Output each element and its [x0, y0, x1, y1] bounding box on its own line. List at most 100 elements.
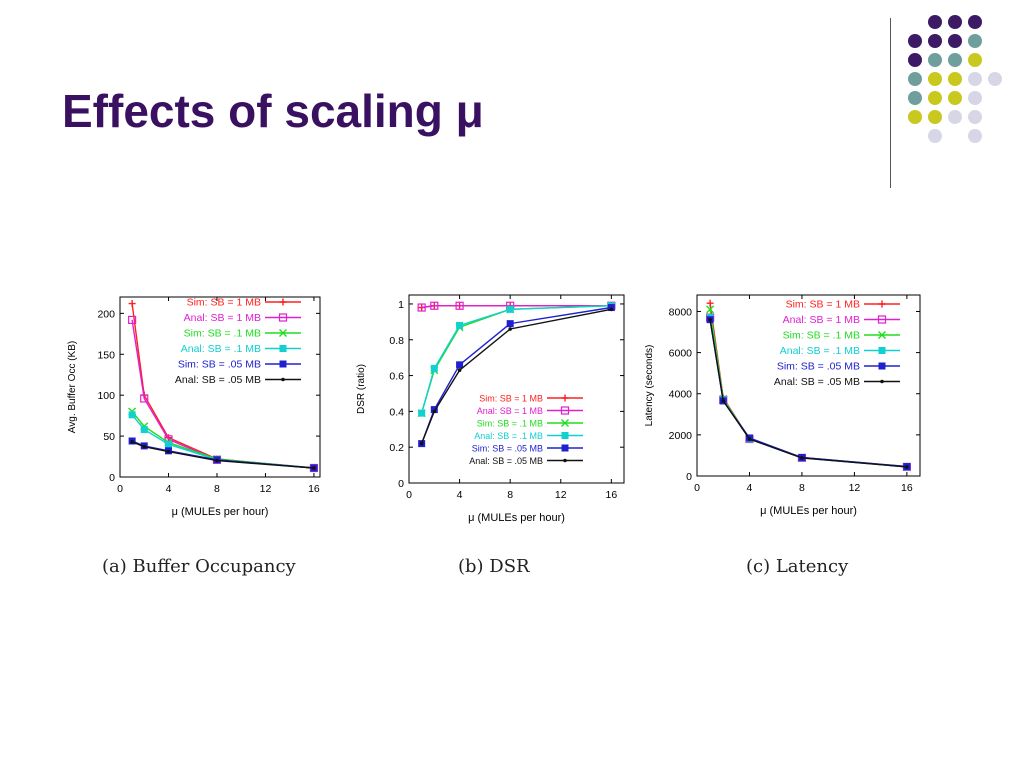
- legend-label: Anal: SB = .05 MB: [469, 456, 543, 466]
- data-point: [142, 444, 147, 449]
- y-axis-label: Avg. Buffer Occ (KB): [67, 341, 78, 433]
- y-tick-label: 100: [97, 390, 115, 402]
- x-tick-label: 12: [849, 482, 861, 494]
- chart-latency: 0 2000 4000 6000 8000 0 4 8 12 16 μ (MULEs per hou…: [645, 294, 921, 517]
- legend-label: Sim: SB = .1 MB: [783, 330, 860, 342]
- data-point: [506, 305, 514, 313]
- x-axis-label: μ (MULEs per hour): [172, 506, 269, 518]
- data-point: [506, 320, 514, 328]
- legend-label: Anal: SB = .05 MB: [774, 376, 860, 388]
- legend-label: Anal: SB = 1 MB: [184, 312, 261, 324]
- data-point: [164, 440, 172, 448]
- decorative-dot: [908, 72, 922, 86]
- series-group: [708, 317, 909, 469]
- x-axis-label: μ (MULEs per hour): [468, 512, 565, 524]
- legend-label: Sim: SB = .1 MB: [477, 419, 543, 429]
- data-point: [561, 432, 569, 439]
- decorative-dot: [928, 34, 942, 48]
- data-point: [215, 458, 219, 463]
- data-point: [430, 301, 439, 310]
- series-line: [421, 305, 612, 309]
- data-point: [800, 456, 804, 460]
- decorative-dot: [928, 53, 942, 67]
- data-point: [278, 313, 288, 322]
- x-tick-label: 16: [606, 489, 618, 501]
- x-tick-label: 0: [117, 483, 123, 495]
- legend-label: Sim: SB = .1 MB: [184, 328, 261, 340]
- data-point: [880, 379, 884, 384]
- x-tick-label: 4: [457, 489, 463, 501]
- x-tick-label: 8: [799, 482, 805, 494]
- data-point: [279, 329, 287, 337]
- y-axis-label: Latency (seconds): [645, 345, 655, 427]
- legend-label: Sim: SB = .05 MB: [777, 361, 860, 373]
- data-point: [560, 406, 570, 415]
- data-point: [279, 298, 287, 306]
- series-line: [131, 440, 314, 469]
- data-point: [166, 449, 171, 454]
- data-point: [561, 394, 569, 402]
- x-tick-label: 16: [901, 482, 913, 494]
- y-tick-label: 50: [103, 431, 115, 443]
- x-tick-label: 0: [406, 489, 412, 501]
- y-tick-label: 0.4: [389, 406, 404, 418]
- legend-label: Sim: SB = 1 MB: [187, 297, 261, 309]
- plot-frame: [696, 294, 921, 477]
- series-line: [131, 441, 314, 469]
- legend-label: Sim: SB = .05 MB: [178, 359, 261, 371]
- legend-label: Anal: SB = 1 MB: [783, 314, 860, 326]
- data-point: [281, 377, 285, 382]
- slide-title: Effects of scaling μ: [62, 85, 484, 137]
- plot-frame: [119, 296, 321, 478]
- data-point: [140, 394, 149, 403]
- data-point: [128, 315, 137, 325]
- legend-label: Anal: SB = .1 MB: [474, 431, 543, 441]
- data-point: [417, 303, 426, 312]
- decorative-dot: [948, 72, 962, 86]
- caption-dsr: (b) DSR: [458, 556, 530, 577]
- data-point: [878, 347, 886, 354]
- legend-label: Sim: SB = .05 MB: [472, 444, 543, 454]
- y-tick-label: 6000: [669, 348, 693, 360]
- decorative-dot: [928, 129, 942, 143]
- data-point: [455, 301, 464, 310]
- caption-buffer-occupancy: (a) Buffer Occupancy: [102, 556, 296, 577]
- data-point: [561, 419, 569, 427]
- y-tick-label: 0.6: [389, 371, 404, 383]
- y-tick-label: 200: [97, 308, 115, 320]
- data-point: [456, 361, 464, 369]
- decorative-dot: [968, 53, 982, 67]
- data-point: [279, 360, 287, 368]
- y-tick-label: 0.8: [389, 335, 404, 347]
- x-tick-label: 4: [166, 483, 172, 495]
- data-point: [877, 315, 887, 324]
- series-line: [709, 319, 907, 468]
- decorative-dot: [968, 72, 982, 86]
- y-tick-label: 0: [109, 472, 115, 484]
- series-group: [419, 307, 614, 446]
- caption-latency: (c) Latency: [746, 556, 849, 577]
- x-tick-label: 8: [214, 483, 220, 495]
- data-point: [878, 362, 886, 370]
- x-tick-label: 0: [694, 482, 700, 494]
- data-point: [128, 411, 136, 419]
- decorative-dot: [968, 110, 982, 124]
- y-tick-label: 0: [398, 478, 404, 490]
- legend-label: Sim: SB = 1 MB: [786, 299, 860, 311]
- decorative-dot: [908, 53, 922, 67]
- plot-frame: [408, 294, 625, 484]
- data-point: [419, 441, 424, 446]
- data-point: [430, 364, 438, 372]
- series-line: [131, 411, 314, 469]
- data-point: [418, 409, 426, 417]
- decorative-dot: [928, 72, 942, 86]
- legend-label: Anal: SB = .1 MB: [181, 343, 261, 355]
- data-point: [140, 426, 148, 434]
- decorative-divider: [890, 18, 891, 188]
- data-point: [708, 317, 712, 322]
- x-tick-label: 12: [555, 489, 567, 501]
- data-point: [508, 327, 512, 331]
- data-point: [432, 409, 437, 414]
- chart-dsr: 0 0.2 0.4 0.6 0.8 1 0 4 8 12 16 μ (MULEs per hour) D…: [356, 294, 625, 524]
- decorative-dot: [908, 110, 922, 124]
